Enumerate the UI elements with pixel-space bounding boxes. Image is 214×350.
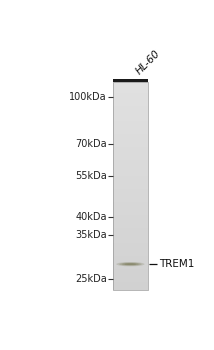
Polygon shape	[113, 106, 148, 108]
Text: 100kDa: 100kDa	[69, 92, 107, 102]
Polygon shape	[113, 93, 148, 96]
Text: 40kDa: 40kDa	[75, 212, 107, 222]
Polygon shape	[113, 212, 148, 215]
Polygon shape	[113, 121, 148, 124]
Polygon shape	[113, 98, 148, 100]
Text: 55kDa: 55kDa	[75, 171, 107, 181]
Polygon shape	[113, 137, 148, 140]
Polygon shape	[113, 230, 148, 233]
Polygon shape	[113, 210, 148, 212]
Polygon shape	[113, 134, 148, 137]
Polygon shape	[113, 186, 148, 189]
Polygon shape	[113, 282, 148, 285]
Polygon shape	[113, 184, 148, 186]
Polygon shape	[113, 129, 148, 132]
Polygon shape	[113, 220, 148, 223]
Polygon shape	[113, 158, 148, 160]
Text: 70kDa: 70kDa	[75, 139, 107, 149]
Polygon shape	[113, 153, 148, 155]
Polygon shape	[113, 197, 148, 199]
Ellipse shape	[119, 262, 142, 266]
Polygon shape	[113, 116, 148, 119]
Polygon shape	[113, 246, 148, 248]
Polygon shape	[113, 267, 148, 269]
Polygon shape	[113, 287, 148, 290]
Polygon shape	[113, 126, 148, 129]
Polygon shape	[113, 285, 148, 287]
Ellipse shape	[116, 262, 144, 266]
Polygon shape	[113, 163, 148, 166]
Polygon shape	[113, 238, 148, 241]
Polygon shape	[113, 119, 148, 121]
Polygon shape	[113, 228, 148, 230]
Text: HL-60: HL-60	[134, 48, 162, 76]
Polygon shape	[113, 272, 148, 274]
Polygon shape	[113, 100, 148, 103]
Polygon shape	[113, 269, 148, 272]
Ellipse shape	[122, 263, 139, 265]
Polygon shape	[113, 145, 148, 147]
Polygon shape	[113, 83, 148, 85]
Ellipse shape	[125, 264, 136, 265]
Polygon shape	[113, 241, 148, 243]
Polygon shape	[113, 223, 148, 225]
Polygon shape	[113, 274, 148, 277]
Polygon shape	[113, 251, 148, 254]
Polygon shape	[113, 189, 148, 191]
Polygon shape	[113, 194, 148, 197]
Polygon shape	[113, 256, 148, 259]
Polygon shape	[113, 225, 148, 228]
Polygon shape	[113, 233, 148, 236]
Polygon shape	[113, 254, 148, 256]
Polygon shape	[113, 166, 148, 168]
Polygon shape	[113, 108, 148, 111]
Polygon shape	[113, 217, 148, 220]
Polygon shape	[113, 140, 148, 142]
Polygon shape	[113, 259, 148, 261]
Polygon shape	[113, 181, 148, 184]
Polygon shape	[113, 168, 148, 170]
Polygon shape	[113, 176, 148, 178]
Polygon shape	[113, 277, 148, 280]
Polygon shape	[113, 111, 148, 113]
Text: TREM1: TREM1	[159, 259, 194, 269]
Polygon shape	[113, 132, 148, 134]
Polygon shape	[113, 280, 148, 282]
Text: 25kDa: 25kDa	[75, 274, 107, 284]
Polygon shape	[113, 248, 148, 251]
Polygon shape	[113, 170, 148, 173]
Polygon shape	[113, 191, 148, 194]
Polygon shape	[113, 215, 148, 217]
Polygon shape	[113, 96, 148, 98]
Polygon shape	[113, 199, 148, 202]
Polygon shape	[113, 207, 148, 210]
Polygon shape	[113, 124, 148, 126]
Polygon shape	[113, 236, 148, 238]
Polygon shape	[113, 85, 148, 88]
Polygon shape	[113, 103, 148, 106]
Bar	[113, 83, 148, 290]
Text: 35kDa: 35kDa	[75, 230, 107, 240]
Polygon shape	[113, 113, 148, 116]
Bar	[113, 79, 148, 83]
Polygon shape	[113, 264, 148, 267]
Polygon shape	[113, 261, 148, 264]
Polygon shape	[113, 90, 148, 93]
Polygon shape	[113, 173, 148, 176]
Polygon shape	[113, 204, 148, 207]
Polygon shape	[113, 88, 148, 90]
Polygon shape	[113, 142, 148, 145]
Polygon shape	[113, 202, 148, 204]
Polygon shape	[113, 155, 148, 158]
Polygon shape	[113, 150, 148, 153]
Polygon shape	[113, 178, 148, 181]
Polygon shape	[113, 243, 148, 246]
Polygon shape	[113, 147, 148, 150]
Polygon shape	[113, 160, 148, 163]
